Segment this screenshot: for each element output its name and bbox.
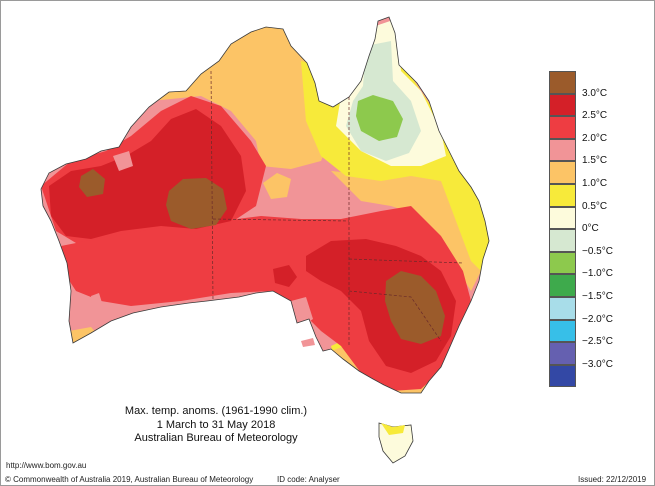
region-anom-2-5-sa-patch (273, 265, 297, 287)
state-borders (210, 70, 464, 346)
copyright-text: © Commonwealth of Australia 2019, Austra… (5, 475, 254, 484)
region-anom-1-5-sw-patch (91, 293, 103, 311)
id-code-text: ID code: Analyser (277, 475, 340, 484)
region-anom-neg-1-0 (356, 95, 403, 141)
legend-label: 1.0°C (582, 178, 608, 189)
legend-label: −1.0°C (582, 268, 613, 280)
legend-swatch (549, 116, 576, 139)
legend-label: 2.0°C (582, 132, 608, 144)
legend-label: −3.0°C (582, 358, 613, 370)
legend-swatch (549, 184, 576, 207)
region-anom-3-0-nsw (385, 271, 445, 344)
legend-label: −0.5°C (582, 245, 613, 257)
legend-label: −2.0°C (582, 313, 613, 325)
legend-swatch (549, 206, 576, 230)
caption-title: Max. temp. anoms. (1961-1990 clim.) (124, 405, 308, 417)
legend-swatch (549, 229, 576, 252)
legend-label: 0.5°C (582, 200, 608, 212)
legend-swatch (549, 297, 576, 320)
source-url-link[interactable]: http://www.bom.gov.au (6, 461, 87, 470)
legend-label: 3.0°C (582, 87, 608, 99)
legend-swatch (549, 251, 576, 275)
region-anom-3-0-pilbara (79, 169, 105, 197)
legend-swatch (549, 364, 576, 388)
region-anom-1-5-west-patch (113, 151, 133, 171)
region-anom-3-0-central (166, 178, 227, 229)
legend-swatch (549, 342, 576, 365)
legend-swatch (549, 274, 576, 297)
legend-label: −1.5°C (582, 291, 613, 302)
legend-swatch (549, 138, 576, 162)
tasmania-north-patch (381, 423, 405, 435)
issued-date-text: Issued: 22/12/2019 (578, 475, 647, 484)
caption-source: Australian Bureau of Meteorology (134, 432, 298, 444)
legend-swatch (549, 161, 576, 184)
kangaroo-island (301, 338, 315, 347)
legend-swatch (549, 71, 576, 94)
legend-swatch (549, 93, 576, 117)
region-anom-1-0-north (121, 21, 351, 169)
legend-label: −2.5°C (582, 336, 613, 348)
legend-label: 1.5°C (582, 155, 608, 167)
region-anom-1-0-central-patch (263, 173, 291, 199)
caption-period: 1 March to 31 May 2018 (156, 418, 276, 431)
legend-label: 2.5°C (582, 110, 608, 122)
map-caption: Max. temp. anoms. (1961-1990 clim.) 1 Ma… (101, 405, 331, 446)
legend-swatch (549, 319, 576, 343)
legend-label: 0°C (582, 223, 599, 235)
